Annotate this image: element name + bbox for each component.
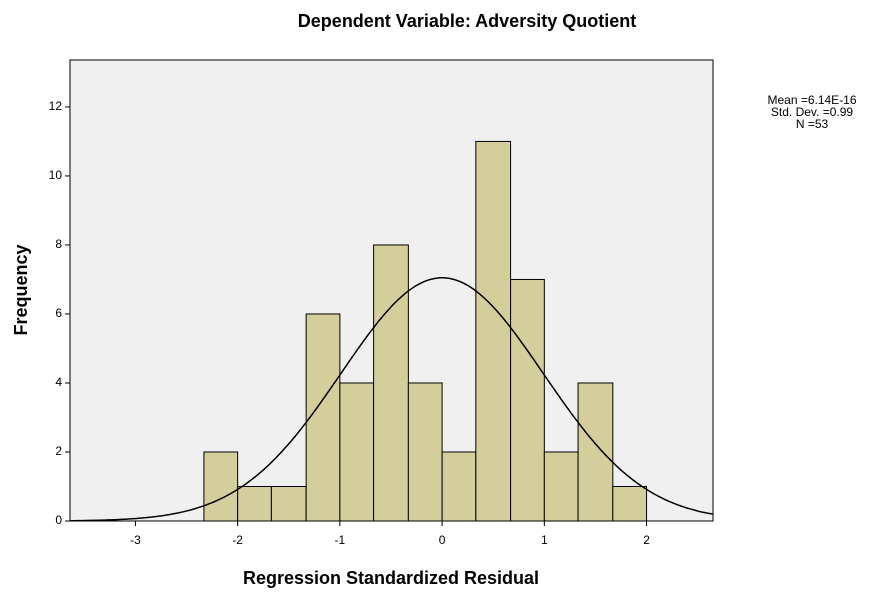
y-tick-label: 4 bbox=[55, 375, 62, 389]
y-tick-label: 12 bbox=[49, 99, 63, 113]
y-axis-label: Frequency bbox=[11, 244, 31, 335]
plot-frame bbox=[69, 59, 714, 522]
x-tick-label: -1 bbox=[335, 533, 346, 547]
x-axis-label: Regression Standardized Residual bbox=[243, 568, 539, 588]
x-tick-label: -3 bbox=[130, 533, 141, 547]
bar bbox=[475, 140, 512, 522]
bar bbox=[441, 451, 477, 522]
stat-label: Std. Dev. =0.99 bbox=[771, 105, 853, 119]
bar bbox=[510, 278, 545, 522]
bar bbox=[577, 382, 614, 522]
y-tick-label: 6 bbox=[55, 306, 62, 320]
x-tick-label: 1 bbox=[541, 533, 548, 547]
bar bbox=[612, 485, 648, 522]
x-tick-label: -2 bbox=[232, 533, 243, 547]
stat-label: Mean =6.14E-16 bbox=[767, 93, 856, 107]
normal-curve bbox=[70, 277, 714, 522]
bar bbox=[407, 382, 443, 522]
chart-title: Dependent Variable: Adversity Quotient bbox=[298, 11, 636, 31]
x-tick-label: 0 bbox=[439, 533, 446, 547]
bar bbox=[305, 313, 341, 522]
bar bbox=[203, 451, 239, 522]
x-tick-label: 2 bbox=[643, 533, 650, 547]
y-tick-label: 10 bbox=[49, 168, 63, 182]
bar bbox=[339, 382, 375, 522]
y-tick-label: 2 bbox=[55, 444, 62, 458]
bar bbox=[237, 485, 272, 522]
bar bbox=[543, 451, 579, 522]
stat-label: N =53 bbox=[796, 117, 829, 131]
y-tick-label: 8 bbox=[55, 237, 62, 251]
bar bbox=[373, 244, 409, 522]
y-tick-label: 0 bbox=[55, 513, 62, 527]
bar bbox=[270, 485, 307, 522]
